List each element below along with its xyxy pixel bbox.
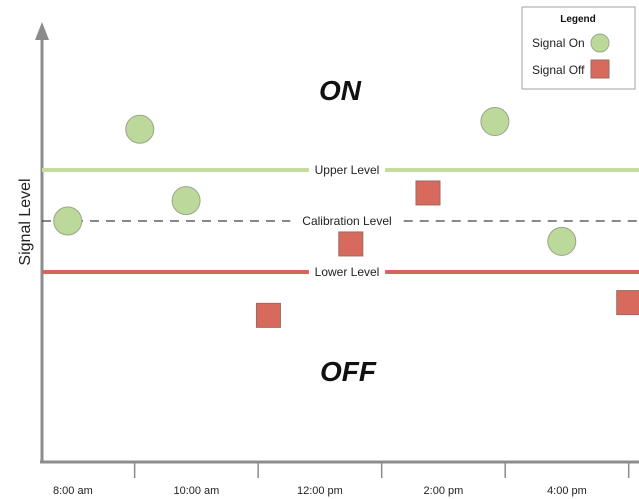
point-signal-off [255, 302, 281, 328]
data-points [53, 107, 639, 328]
point-signal-on [171, 186, 201, 216]
axes [35, 22, 639, 464]
level-label-lower-level: Lower Level [315, 265, 380, 279]
region-label-on: ON [319, 75, 362, 106]
x-tick-label: 4:00 pm [547, 485, 587, 497]
point-signal-on [53, 206, 83, 236]
y-axis-arrow [35, 22, 49, 40]
point-signal-off [616, 290, 639, 316]
point-signal-on [547, 226, 577, 256]
point-signal-off [415, 180, 441, 206]
x-tick-label: 10:00 am [173, 485, 219, 497]
legend: Legend Signal On Signal Off [521, 6, 636, 90]
x-tick-label: 2:00 pm [424, 485, 464, 497]
x-tick-label: 8:00 am [53, 485, 93, 497]
point-signal-on [125, 114, 155, 144]
legend-label-signal-on: Signal On [532, 36, 585, 50]
legend-label-signal-off: Signal Off [532, 63, 585, 77]
x-axis-ticks: 8:00 am 10:00 am 12:00 pm 2:00 pm 4:00 pm [53, 462, 630, 497]
point-signal-off [338, 231, 364, 257]
level-label-calibration-level: Calibration Level [302, 214, 391, 228]
legend-marker-signal-off [590, 59, 610, 79]
y-axis-label: Signal Level [17, 178, 34, 265]
legend-marker-signal-on [590, 33, 610, 53]
level-lines: Upper Level Calibration Level Lower Level [42, 163, 639, 279]
legend-title: Legend [560, 14, 596, 25]
legend-box [521, 6, 636, 90]
region-label-off: OFF [320, 356, 377, 387]
x-tick-label: 12:00 pm [297, 485, 343, 497]
point-signal-on [480, 107, 510, 137]
level-label-upper-level: Upper Level [315, 163, 380, 177]
